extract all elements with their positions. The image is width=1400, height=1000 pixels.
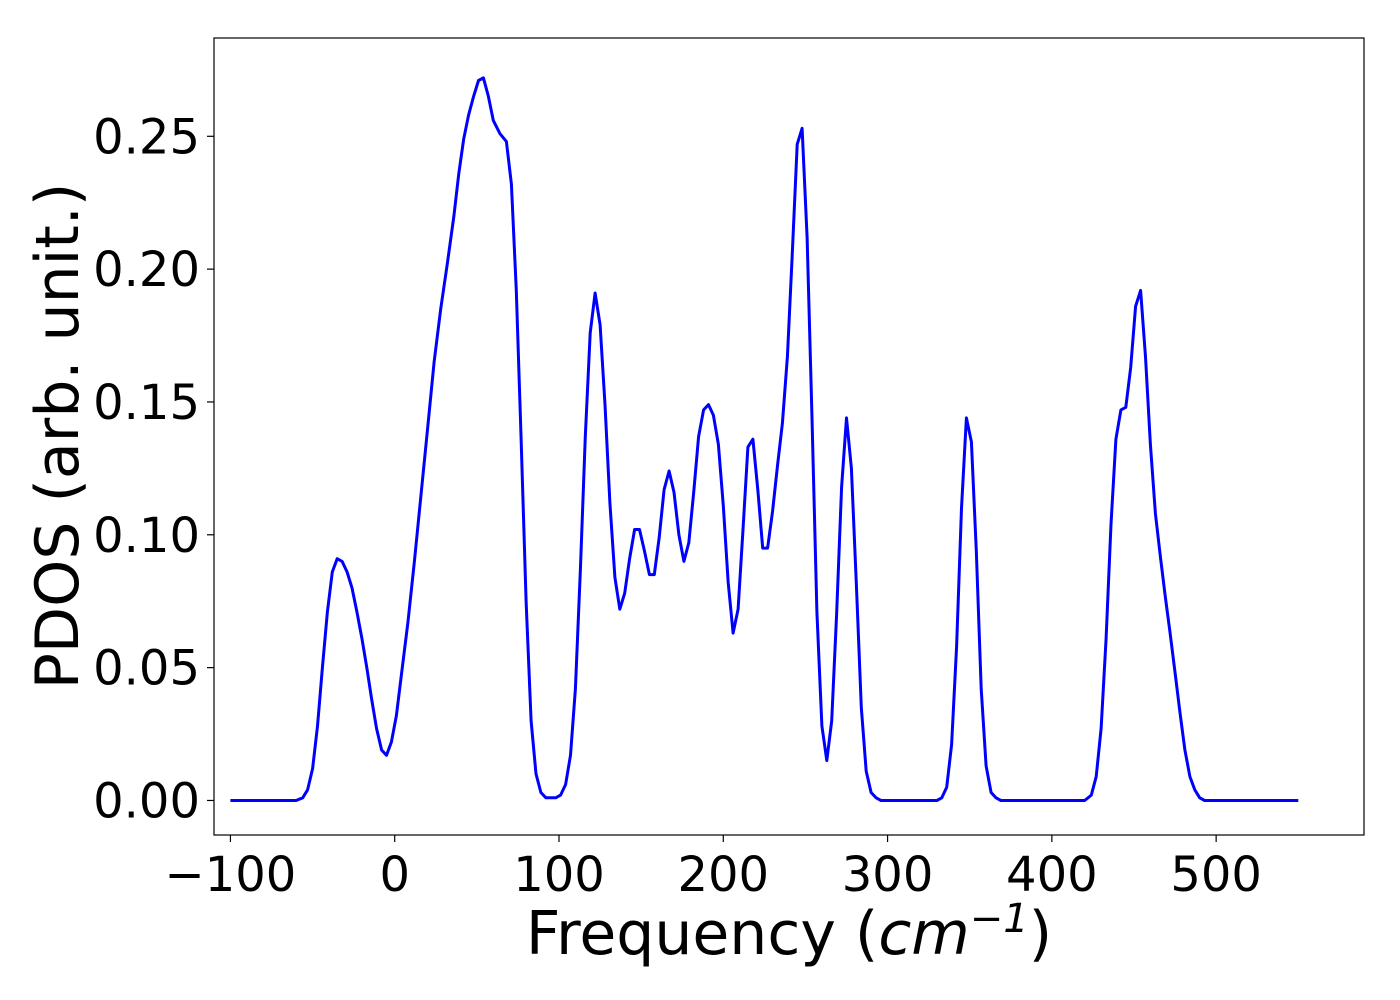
x-axis-ticks: −100 0 100 200 300 400 500 <box>165 835 1262 903</box>
y-tick-label: 0.00 <box>93 773 200 829</box>
y-tick-label: 0.05 <box>93 641 200 697</box>
x-tick-label: −100 <box>165 847 297 903</box>
x-tick-label: 500 <box>1170 847 1262 903</box>
x-tick-label: 400 <box>1006 847 1098 903</box>
x-tick-label: 200 <box>677 847 769 903</box>
pdos-series-line <box>230 76 1299 802</box>
x-tick-label: 300 <box>842 847 934 903</box>
y-tick-label: 0.10 <box>93 508 200 564</box>
x-tick-label: 0 <box>379 847 410 903</box>
y-tick-label: 0.15 <box>93 375 200 431</box>
series-layer <box>230 76 1299 802</box>
plot-frame <box>213 37 1365 836</box>
y-axis-label: PDOS (arb. unit.) <box>23 183 93 690</box>
y-tick-label: 0.25 <box>93 109 200 165</box>
y-axis-ticks: 0.00 0.05 0.10 0.15 0.20 0.25 <box>93 109 214 829</box>
x-axis-label: Frequency (cm−1) <box>526 896 1052 969</box>
y-tick-label: 0.20 <box>93 242 200 298</box>
x-tick-label: 100 <box>513 847 605 903</box>
